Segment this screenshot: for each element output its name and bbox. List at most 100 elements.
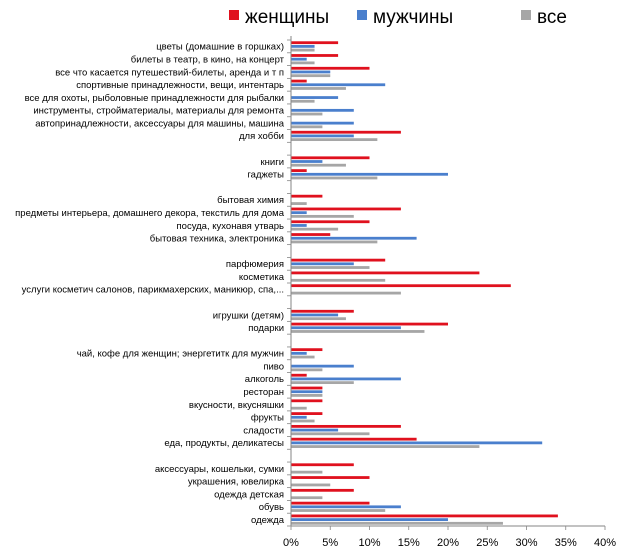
x-tick-label-2: 10% [358,537,380,549]
bar-12-0 [291,194,323,198]
bar-4-1 [291,96,339,99]
bar-3-1 [291,83,386,87]
bar-1-2 [291,61,315,65]
bar-3-2 [291,87,346,90]
bar-35-2 [291,496,323,500]
category-label-3: спортивные принадлежности, вещи, интента… [76,80,284,91]
bar-30-1 [291,428,339,432]
x-tick-label-6: 30% [515,537,537,549]
legend-swatch-1 [357,10,367,20]
bar-31-2 [291,445,480,448]
bar-17-1 [291,262,354,266]
x-tick-label-3: 15% [398,537,420,549]
bar-34-0 [291,476,370,479]
category-label-1: билеты в театр, в кино, на концерт [131,54,285,65]
category-label-14: посуда, кухонавя утварь [177,221,285,232]
bar-31-0 [291,437,417,441]
bar-9-0 [291,156,370,160]
x-tick-label-1: 5% [322,537,338,549]
legend-label-1: мужчины [373,7,453,28]
category-label-7: для хобби [239,131,284,142]
bar-25-1 [291,364,354,368]
bar-24-1 [291,351,307,355]
axes: 0% 5% 10% 15% 20% 25% 30% 35% 40% [283,36,616,549]
bar-6-1 [291,121,354,125]
bar-2-2 [291,74,331,78]
bar-7-0 [291,130,401,134]
bar-10-0 [291,169,307,172]
bar-5-2 [291,112,323,116]
bar-30-2 [291,432,370,436]
category-label-36: обувь [259,502,284,513]
category-label-15: бытовая техника, электроника [150,234,285,245]
category-label-2: все что касается путешествий-билеты, аре… [55,67,284,78]
bar-27-0 [291,386,323,390]
bar-27-1 [291,390,323,394]
category-label-5: инструменты, стройматериалы, материалы д… [33,106,284,117]
category-label-28: вкусности, вкусняшки [189,400,284,411]
bar-3-0 [291,79,307,83]
category-label-18: косметика [239,272,285,283]
bar-7-1 [291,134,354,138]
bar-9-2 [291,163,346,167]
bar-33-2 [291,470,323,474]
bar-2-1 [291,70,331,74]
legend-label-2: все [537,7,567,28]
bar-30-0 [291,424,401,428]
legend: женщины мужчины все [229,7,567,28]
category-label-31: еда, продукты, деликатесы [164,438,284,449]
bars [291,41,558,525]
bar-10-2 [291,176,378,180]
bar-18-0 [291,271,480,275]
bar-29-1 [291,415,307,419]
bar-21-2 [291,317,346,321]
bar-1-1 [291,57,307,61]
category-label-33: аксессуары, кошельки, сумки [155,464,284,475]
bar-17-2 [291,266,370,269]
bar-13-2 [291,214,354,218]
bar-34-2 [291,483,331,487]
bar-18-2 [291,278,386,282]
category-label-22: подарки [248,323,284,334]
bar-22-0 [291,322,448,326]
bar-29-0 [291,412,323,415]
bar-22-2 [291,330,425,333]
category-label-4: все для охоты, рыболовные принадлежности… [25,93,284,104]
category-label-0: цветы (домашние в горшках) [156,42,284,53]
category-label-24: чай, кофе для женщин; энергетитк для муж… [77,349,284,360]
bar-13-1 [291,211,307,215]
bar-14-0 [291,220,370,224]
category-label-25: пиво [263,361,284,372]
bar-15-0 [291,233,331,236]
category-label-34: украшения, ювелирка [188,477,285,488]
bar-19-2 [291,291,401,295]
x-tick-label-4: 20% [437,537,459,549]
category-label-13: предметы интерьера, домашнего декора, те… [15,208,285,219]
bar-37-2 [291,521,503,525]
bar-14-1 [291,224,307,227]
category-labels: цветы (домашние в горшках)билеты в театр… [15,42,285,526]
bar-37-0 [291,514,558,518]
bar-26-0 [291,373,307,377]
legend-swatch-2 [521,10,531,20]
x-tick-label-5: 25% [476,537,498,549]
category-label-27: ресторан [243,387,284,398]
legend-swatch-0 [229,10,239,20]
bar-33-0 [291,463,354,467]
bar-5-1 [291,108,354,112]
bar-10-1 [291,172,448,176]
category-label-21: игрушки (детям) [213,310,284,321]
bar-28-2 [291,406,307,410]
bar-36-0 [291,501,370,505]
category-label-9: книги [261,157,284,168]
bar-26-2 [291,381,354,385]
category-label-6: автопринадлежности, аксессуары для машин… [35,118,284,129]
bar-4-2 [291,99,315,103]
x-tick-label-8: 40% [594,537,616,549]
bar-7-2 [291,138,378,142]
bar-31-1 [291,441,543,445]
bar-12-2 [291,202,307,205]
bar-29-2 [291,419,315,423]
bar-19-0 [291,284,511,288]
